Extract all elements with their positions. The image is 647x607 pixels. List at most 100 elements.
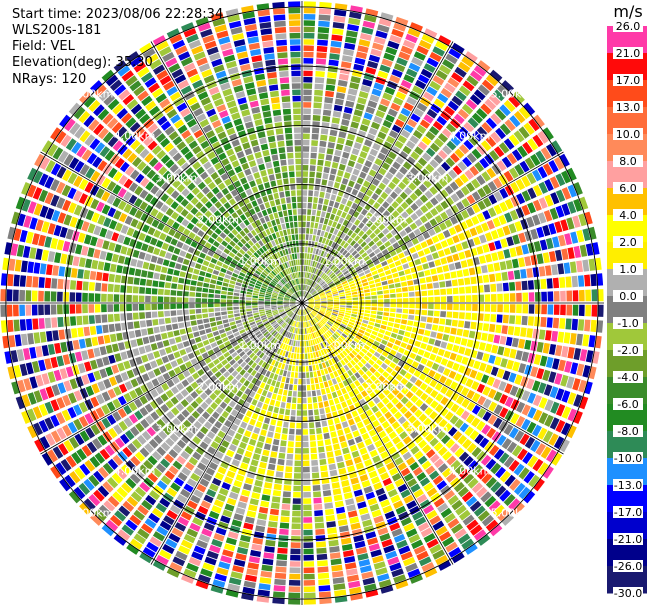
velocity-gate <box>215 316 222 321</box>
velocity-gate <box>400 79 412 89</box>
velocity-gate <box>325 508 335 516</box>
velocity-gate <box>544 179 554 192</box>
velocity-gate <box>109 219 118 230</box>
velocity-gate <box>85 209 95 221</box>
velocity-gate <box>320 272 326 279</box>
velocity-gate <box>293 473 301 479</box>
velocity-gate <box>337 287 344 291</box>
velocity-gate <box>289 289 294 294</box>
velocity-gate <box>339 473 348 481</box>
velocity-gate <box>454 336 462 345</box>
velocity-gate <box>320 211 326 218</box>
velocity-gate <box>471 285 478 293</box>
velocity-gate <box>471 178 481 189</box>
velocity-gate <box>308 305 314 308</box>
velocity-gate <box>564 360 572 373</box>
velocity-gate <box>182 419 192 429</box>
velocity-gate <box>388 431 398 440</box>
velocity-gate <box>114 284 120 293</box>
velocity-gate <box>310 267 314 273</box>
velocity-gate <box>266 469 275 477</box>
velocity-gate <box>313 325 318 331</box>
velocity-gate <box>127 152 138 164</box>
velocity-gate <box>308 416 314 422</box>
velocity-gate <box>291 306 297 311</box>
velocity-gate <box>247 359 254 366</box>
velocity-gate <box>108 323 115 333</box>
velocity-gate <box>402 39 416 50</box>
velocity-gate <box>375 567 388 576</box>
velocity-gate <box>489 150 500 162</box>
velocity-gate <box>290 297 296 301</box>
velocity-gate <box>103 378 112 389</box>
velocity-gate <box>310 333 314 339</box>
velocity-gate <box>528 118 540 132</box>
velocity-gate <box>394 233 402 241</box>
velocity-gate <box>313 332 317 338</box>
velocity-gate <box>357 501 367 509</box>
velocity-gate <box>424 407 434 416</box>
velocity-gate <box>166 509 178 520</box>
velocity-gate <box>472 257 480 266</box>
velocity-gate <box>318 402 324 409</box>
velocity-gate <box>299 315 301 322</box>
velocity-gate <box>266 334 273 340</box>
velocity-gate <box>339 415 347 423</box>
velocity-gate <box>329 174 336 181</box>
velocity-gate <box>266 275 273 281</box>
velocity-gate <box>365 174 374 183</box>
velocity-gate <box>69 378 78 390</box>
velocity-gate <box>542 163 554 176</box>
velocity-gate <box>253 287 260 292</box>
velocity-gate <box>391 219 399 227</box>
velocity-gate <box>179 328 186 335</box>
velocity-gate <box>355 281 362 285</box>
velocity-gate <box>174 522 187 532</box>
velocity-gate <box>130 139 141 151</box>
velocity-gate <box>395 91 407 101</box>
velocity-gate <box>323 325 329 331</box>
velocity-gate <box>320 369 325 376</box>
velocity-gate <box>306 294 311 299</box>
velocity-gate <box>358 329 365 334</box>
velocity-gate <box>548 344 557 355</box>
velocity-gate <box>303 309 306 315</box>
velocity-gate <box>262 558 274 566</box>
velocity-gate <box>403 522 415 532</box>
velocity-gate <box>178 545 191 555</box>
velocity-gate <box>58 150 69 163</box>
velocity-gate <box>218 256 226 263</box>
velocity-gate <box>368 127 378 136</box>
velocity-gate <box>157 311 164 318</box>
velocity-gate <box>294 327 297 334</box>
velocity-gate <box>432 75 445 86</box>
velocity-gate <box>310 312 315 317</box>
velocity-gate <box>262 488 272 496</box>
velocity-gate <box>434 259 442 267</box>
velocity-gate <box>354 57 366 66</box>
velocity-gate <box>359 33 372 41</box>
velocity-gate <box>310 378 315 384</box>
velocity-gate <box>264 297 271 300</box>
velocity-gate <box>390 370 398 378</box>
velocity-gate <box>288 325 292 332</box>
velocity-gate <box>499 201 508 212</box>
velocity-gate <box>213 219 222 227</box>
velocity-gate <box>280 289 286 294</box>
velocity-gate <box>27 261 35 273</box>
velocity-gate <box>336 271 343 277</box>
velocity-gate <box>532 328 540 339</box>
velocity-gate <box>130 169 140 180</box>
velocity-gate <box>349 82 360 90</box>
velocity-gate <box>493 191 503 202</box>
velocity-gate <box>502 225 511 236</box>
velocity-gate <box>367 537 379 546</box>
velocity-gate <box>504 212 513 223</box>
velocity-gate <box>228 443 237 452</box>
velocity-gate <box>151 303 157 310</box>
velocity-gate <box>244 574 257 582</box>
velocity-gate <box>406 140 416 150</box>
velocity-gate <box>537 382 547 394</box>
velocity-gate <box>102 113 114 125</box>
velocity-gate <box>313 102 322 109</box>
